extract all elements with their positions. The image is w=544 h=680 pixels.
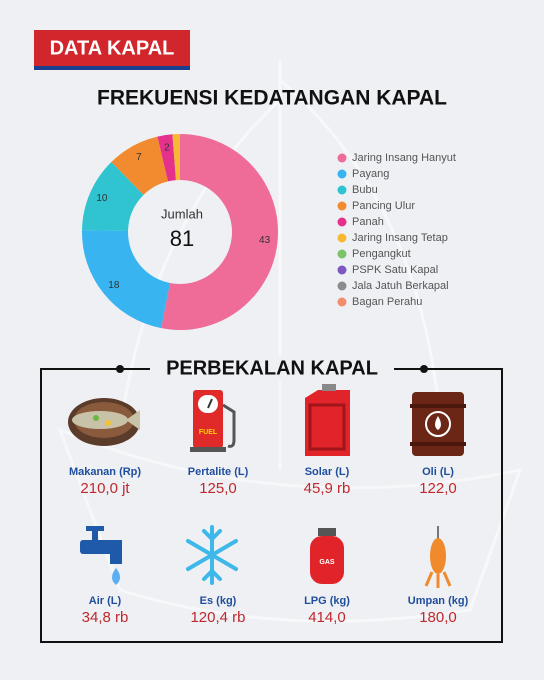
legend-swatch: [337, 185, 347, 195]
supply-value: 45,9 rb: [304, 480, 351, 497]
supply-value: 125,0: [199, 480, 237, 497]
donut-slice: [172, 134, 180, 181]
svg-text:GAS: GAS: [319, 559, 335, 566]
supply-value: 180,0: [419, 609, 457, 626]
supply-label: Es (kg): [200, 595, 237, 607]
badge: DATA KAPAL: [50, 37, 175, 59]
badge-underline: [34, 66, 190, 70]
legend-swatch: [337, 169, 347, 179]
ship-watermark: [57, 60, 523, 623]
chart-title: FREKUENSI KEDATANGAN KAPAL: [97, 87, 447, 110]
dot: [116, 365, 124, 373]
center-total: 81: [170, 226, 194, 251]
badge-bg: [34, 30, 190, 70]
legend-label: Payang: [352, 168, 389, 180]
slice-label: 2: [164, 143, 170, 154]
supply-value: 414,0: [308, 609, 346, 626]
icon-es: [186, 525, 238, 585]
supply-value: 210,0 jt: [80, 480, 130, 497]
supply-value: 34,8 rb: [82, 609, 129, 626]
donut-slice: [111, 136, 169, 195]
legend-swatch: [337, 265, 347, 275]
supply-value: 120,4 rb: [190, 609, 245, 626]
legend-label: Bagan Perahu: [352, 296, 422, 308]
icon-food: [68, 398, 140, 446]
legend-label: Jala Jatuh Berkapal: [352, 280, 449, 292]
slice-label: 43: [259, 235, 271, 246]
legend-swatch: [337, 217, 347, 227]
legend-label: Pancing Ulur: [352, 200, 415, 212]
legend-swatch: [337, 153, 347, 163]
legend-label: Jaring Insang Tetap: [352, 232, 448, 244]
supply-label: LPG (kg): [304, 595, 350, 607]
icon-air: [80, 526, 122, 585]
slice-label: 18: [108, 280, 120, 291]
legend-swatch: [337, 249, 347, 259]
legend-label: PSPK Satu Kapal: [352, 264, 438, 276]
svg-text:FUEL: FUEL: [199, 429, 218, 436]
icon-solar: [305, 384, 350, 456]
donut-slice: [82, 162, 144, 231]
title-gap: [150, 356, 394, 382]
slice-label: 10: [96, 193, 108, 204]
legend-label: Bubu: [352, 184, 378, 196]
legend-swatch: [337, 233, 347, 243]
supply-label: Pertalite (L): [188, 466, 249, 478]
legend-label: Panah: [352, 216, 384, 228]
icon-umpan: [424, 526, 452, 588]
supply-label: Makanan (Rp): [69, 466, 141, 478]
legend-swatch: [337, 297, 347, 307]
icon-oli: [410, 392, 466, 456]
legend-swatch: [337, 201, 347, 211]
supply-label: Oli (L): [422, 466, 454, 478]
legend-swatch: [337, 281, 347, 291]
supplies-title: PERBEKALAN KAPAL: [166, 357, 378, 379]
slice-label: 7: [136, 152, 142, 163]
icon-pertalite: FUEL: [190, 390, 236, 452]
donut-slice: [82, 230, 170, 329]
donut-slice: [161, 134, 278, 330]
center-label: Jumlah: [161, 206, 203, 221]
supply-value: 122,0: [419, 480, 457, 497]
supply-label: Umpan (kg): [408, 595, 469, 607]
supply-label: Air (L): [89, 595, 122, 607]
legend-label: Pengangkut: [352, 248, 411, 260]
dot: [420, 365, 428, 373]
supply-label: Solar (L): [305, 466, 350, 478]
donut-slice: [157, 134, 176, 182]
legend-label: Jaring Insang Hanyut: [352, 152, 456, 164]
icon-lpg: GAS: [310, 528, 344, 584]
